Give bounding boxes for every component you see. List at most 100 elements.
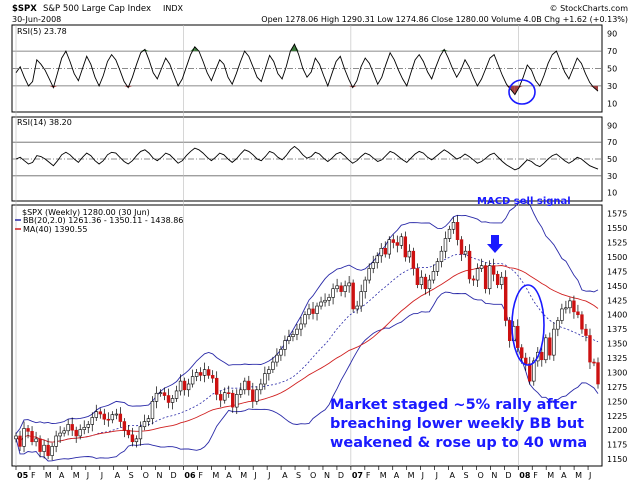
- candle-body: [271, 361, 275, 370]
- price-tick-label: 1275: [607, 383, 627, 392]
- candle-body: [122, 421, 127, 431]
- candle-body: [34, 438, 38, 443]
- candle-body: [483, 265, 488, 290]
- rsi5-legend: RSI(5) 23.78: [17, 27, 67, 36]
- candle-body: [30, 431, 34, 443]
- candle-body: [528, 363, 532, 382]
- x-tick-label: S: [296, 471, 301, 480]
- x-tick-label: F: [31, 471, 36, 480]
- bb-middle-band: [15, 253, 599, 443]
- rsi5-oversold-fill: [53, 85, 58, 88]
- x-tick-label: J: [100, 471, 103, 480]
- rsi14-tick-label: 70: [607, 138, 617, 147]
- candle-body: [375, 255, 379, 264]
- price-tick-label: 1200: [607, 426, 627, 435]
- candle-body: [182, 380, 187, 391]
- candle-body: [214, 377, 219, 395]
- candle-body: [588, 335, 592, 363]
- x-tick-label: J: [588, 471, 591, 480]
- candle-body: [202, 369, 207, 376]
- x-tick-label: 08: [519, 471, 531, 480]
- price-tick-label: 1150: [607, 455, 627, 464]
- x-tick-label: O: [143, 471, 149, 480]
- candle-body: [206, 369, 211, 376]
- candle-body: [114, 413, 119, 416]
- candle-body: [275, 354, 279, 363]
- candle-body: [363, 279, 367, 292]
- candle-body: [407, 250, 412, 258]
- candle-body: [347, 282, 351, 287]
- candle-body: [46, 444, 50, 456]
- x-tick-label: S: [463, 471, 468, 480]
- x-tick-label: N: [157, 471, 163, 480]
- candle-body: [14, 435, 18, 440]
- candle-body: [263, 373, 267, 385]
- candle-body: [50, 446, 54, 456]
- candle-body: [118, 413, 123, 422]
- candle-body: [471, 278, 476, 281]
- candle-body: [355, 305, 359, 310]
- x-tick-label: A: [282, 471, 288, 480]
- x-tick-label: J: [435, 471, 438, 480]
- candle-body: [544, 337, 548, 361]
- price-tick-label: 1550: [607, 224, 627, 233]
- x-tick-label: D: [338, 471, 344, 480]
- rsi5-overbought-fill: [144, 49, 150, 52]
- candle-body: [231, 392, 235, 408]
- candle-body: [556, 320, 560, 330]
- candle-body: [439, 250, 444, 262]
- chart-symbol: $SPX: [12, 4, 37, 14]
- candle-body: [38, 438, 42, 452]
- candle-body: [170, 398, 175, 403]
- ma-legend: MA(40) 1390.55: [23, 225, 87, 234]
- candle-body: [379, 248, 383, 257]
- candle-body: [74, 429, 78, 437]
- x-tick-label: F: [533, 471, 538, 480]
- candle-body: [331, 288, 335, 298]
- x-tick-label: F: [198, 471, 203, 480]
- x-tick-label: A: [450, 471, 456, 480]
- x-tick-label: 07: [352, 471, 363, 480]
- candle-body: [419, 276, 424, 285]
- x-tick-label: J: [86, 471, 89, 480]
- rsi14-line: [15, 145, 599, 171]
- candle-body: [459, 239, 464, 255]
- candle-body: [548, 337, 552, 356]
- price-tick-label: 1175: [607, 441, 627, 450]
- candle-body: [154, 392, 159, 402]
- chart-copyright: © StockCharts.com: [550, 4, 629, 13]
- candle-body: [516, 325, 520, 348]
- candle-body: [255, 389, 259, 402]
- chart-index-name: S&P 500 Large Cap Index: [43, 4, 151, 14]
- candle-body: [267, 369, 271, 374]
- candle-body: [532, 360, 536, 382]
- price-tick-label: 1300: [607, 368, 627, 377]
- x-tick-label: A: [226, 471, 232, 480]
- x-tick-label: D: [170, 471, 176, 480]
- candle-body: [399, 236, 404, 246]
- candle-body: [235, 394, 239, 408]
- x-tick-label: 06: [184, 471, 196, 480]
- rsi14-legend: RSI(14) 38.20: [17, 118, 72, 127]
- candle-body: [435, 261, 440, 272]
- bb-upper-band: [15, 200, 599, 434]
- candle-body: [174, 390, 179, 399]
- candle-body: [287, 336, 291, 341]
- rsi14-tick-label: 50: [607, 155, 617, 164]
- candle-body: [190, 376, 195, 385]
- price-tick-label: 1575: [607, 210, 627, 219]
- candle-body: [303, 314, 307, 325]
- x-tick-label: M: [240, 471, 247, 480]
- x-tick-label: J: [267, 471, 270, 480]
- candle-body: [568, 300, 572, 309]
- candle-body: [134, 438, 139, 443]
- candle-body: [70, 424, 74, 431]
- rsi5-oversold-fill: [510, 85, 515, 95]
- candle-body: [142, 421, 147, 428]
- price-tick-label: 1375: [607, 325, 627, 334]
- candle-body: [42, 444, 46, 452]
- candle-body: [387, 239, 391, 255]
- candle-body: [98, 411, 102, 415]
- price-tick-label: 1500: [607, 253, 627, 262]
